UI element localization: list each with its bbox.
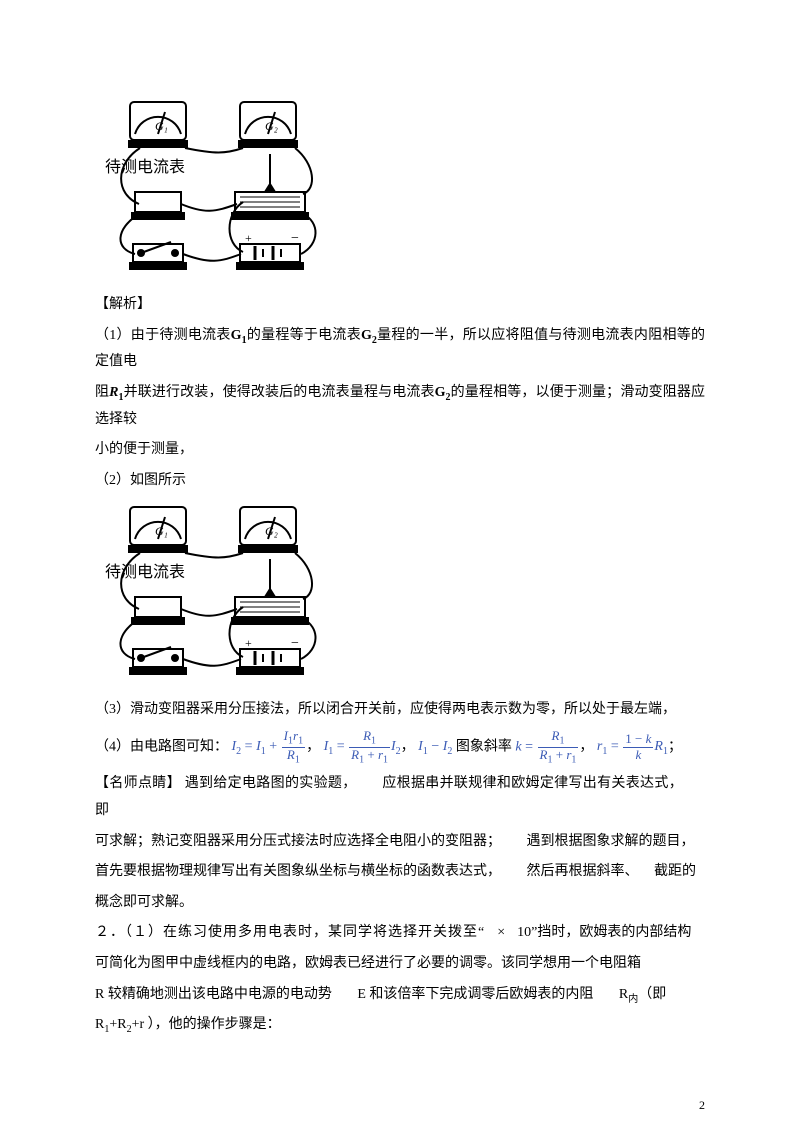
t: 截距的 bbox=[651, 864, 697, 879]
page-number: 2 bbox=[699, 1098, 705, 1113]
t: ， bbox=[579, 739, 593, 754]
q2-line2: 可简化为图甲中虚线框内的电路，欧姆表已经进行了必要的调零。该同学想用一个电阻箱 bbox=[95, 951, 705, 978]
q2-line3: R 较精确地测出该电路中电源的电动势 E 和该倍率下完成调零后欧姆表的内阻 R内… bbox=[95, 982, 705, 1009]
page: G₁ G₂ 待测电流表 bbox=[0, 0, 800, 1133]
t: ２．（１）在练习使用多用电表时，某同学将选择开关拨至“ bbox=[95, 925, 485, 940]
t: ， bbox=[306, 739, 320, 754]
t: R bbox=[95, 1017, 104, 1032]
t: 阻 bbox=[95, 385, 109, 400]
analysis-p1-end: 小的便于测量， bbox=[95, 437, 705, 464]
t: R bbox=[615, 987, 628, 1002]
t: R 较精确地测出该电路中电源的电动势 bbox=[95, 987, 332, 1002]
t: 可求解；熟记变阻器采用分压式接法时应选择全电阻小的变阻器； bbox=[95, 834, 501, 849]
t: （4）由电路图可知： bbox=[95, 739, 228, 754]
svg-text:−: − bbox=[291, 231, 299, 246]
t: E 和该倍率下完成调零后欧姆表的内阻 bbox=[354, 987, 594, 1002]
svg-text:G₁: G₁ bbox=[155, 524, 168, 538]
t: 首先要根据物理规律写出有关图象纵坐标与横坐标的函数表达式， bbox=[95, 864, 501, 879]
meter-g2-label: G₂ bbox=[265, 119, 278, 133]
t: 遇到根据图象求解的题目， bbox=[523, 834, 695, 849]
t: 并联进行改装，使得改装后的电流表量程与电流表 bbox=[123, 385, 434, 400]
frac-4: 1 − k k bbox=[623, 732, 653, 762]
meter-under-test-label: 待测电流表 bbox=[105, 158, 185, 176]
analysis-heading: 【解析】 bbox=[95, 292, 705, 319]
q2-line1: ２．（１）在练习使用多用电表时，某同学将选择开关拨至“ × 10”挡时，欧姆表的内部… bbox=[95, 920, 705, 947]
circuit-diagram-1: G₁ G₂ 待测电流表 bbox=[95, 94, 705, 284]
tips-label: 【名师点睛】 bbox=[95, 776, 181, 791]
t: ； bbox=[668, 739, 682, 754]
t: （1）由于待测电流表 bbox=[95, 328, 231, 343]
sym-g: G bbox=[361, 328, 372, 343]
tips-line2: 可求解；熟记变阻器采用分压式接法时应选择全电阻小的变阻器； 遇到根据图象求解的题… bbox=[95, 829, 705, 856]
tips-line1: 【名师点睛】 遇到给定电路图的实验题， 应根据串并联规律和欧姆定律写出有关表达式… bbox=[95, 771, 705, 824]
svg-text:+: + bbox=[245, 231, 252, 245]
t: 应根据串并联规律和欧姆定律写出有关表达式， bbox=[379, 776, 683, 791]
t: ， bbox=[401, 739, 415, 754]
q2-line4: R1+R2+r ），他的操作步骤是： bbox=[95, 1012, 705, 1039]
tips-line4: 概念即可求解。 bbox=[95, 890, 705, 917]
tips-line3: 首先要根据物理规律写出有关图象纵坐标与横坐标的函数表达式， 然后再根据斜率、 截… bbox=[95, 859, 705, 886]
meter-g1-label: G₁ bbox=[155, 119, 168, 133]
t: × bbox=[497, 925, 505, 940]
t: +R bbox=[109, 1017, 126, 1032]
svg-text:−: − bbox=[291, 636, 299, 651]
t: 10”挡时，欧姆表的内部结构 bbox=[517, 925, 691, 940]
analysis-p1: （1）由于待测电流表G1的量程等于电流表G2量程的一半，所以应将阻值与待测电流表… bbox=[95, 323, 705, 376]
svg-text:G₂: G₂ bbox=[265, 524, 278, 538]
t: 然后再根据斜率、 bbox=[523, 864, 639, 879]
t: 即 bbox=[95, 803, 109, 818]
t: +r ），他的操作步骤是： bbox=[132, 1017, 281, 1032]
svg-text:待测电流表: 待测电流表 bbox=[105, 563, 185, 581]
frac-3: R1 R1 + r1 bbox=[538, 729, 579, 765]
frac-1: I1r1 R1 bbox=[282, 729, 305, 765]
t: 的量程等于电流表 bbox=[247, 328, 361, 343]
svg-text:+: + bbox=[245, 636, 252, 650]
frac-2: R1 R1 + r1 bbox=[349, 729, 390, 765]
t: （即 bbox=[638, 987, 666, 1002]
circuit-diagram-2: G₁ G₂ 待测电流表 bbox=[95, 499, 705, 689]
sym-g: G bbox=[435, 385, 446, 400]
analysis-p2: （2）如图所示 bbox=[95, 468, 705, 495]
sym-g: G bbox=[231, 328, 242, 343]
analysis-p4: （4）由电路图可知： I2 = I1 + I1r1 R1 ， I1 = R1 R… bbox=[95, 729, 705, 765]
t: 内 bbox=[628, 993, 638, 1004]
analysis-p1-cont: 阻R1并联进行改装，使得改装后的电流表量程与电流表G2的量程相等，以便于测量；滑… bbox=[95, 380, 705, 433]
analysis-p3: （3）滑动变阻器采用分压接法，所以闭合开关前，应使得两电表示数为零，所以处于最左… bbox=[95, 697, 705, 724]
t: 遇到给定电路图的实验题， bbox=[181, 776, 357, 791]
